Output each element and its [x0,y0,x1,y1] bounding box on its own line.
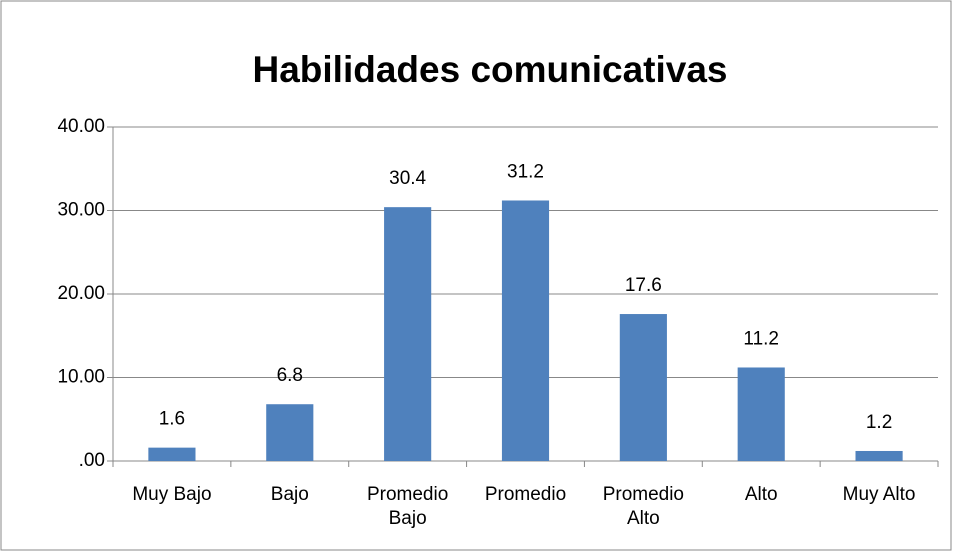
data-label: 6.8 [277,365,303,386]
bar [384,207,432,461]
x-tick-label: Promedio Bajo [367,484,448,529]
chart-title: Habilidades comunicativas [252,49,727,90]
data-label: 31.2 [507,161,544,182]
bar [266,404,314,461]
bar [737,367,785,461]
x-tick-label: Promedio Alto [603,484,684,529]
bar [855,450,903,461]
data-label: 17.6 [625,275,662,296]
y-tick-label: 40.00 [57,116,105,137]
x-tick-label: Muy Alto [843,484,916,505]
x-tick-label: Promedio [485,484,566,505]
bar [501,200,550,462]
x-tick-label: Alto [745,484,778,505]
x-tick-label: Muy Bajo [132,484,211,505]
y-tick-label: 20.00 [57,283,105,304]
data-label: 30.4 [389,168,426,189]
data-label: 1.2 [866,412,892,433]
x-tick-label: Bajo [271,484,309,505]
y-tick-label: 30.00 [57,200,105,221]
y-tick-label: 10.00 [57,367,105,388]
data-label: 1.6 [159,409,185,430]
data-label: 11.2 [743,328,779,349]
bar [619,314,667,461]
y-tick-label: .00 [79,450,105,471]
bar [148,447,196,461]
